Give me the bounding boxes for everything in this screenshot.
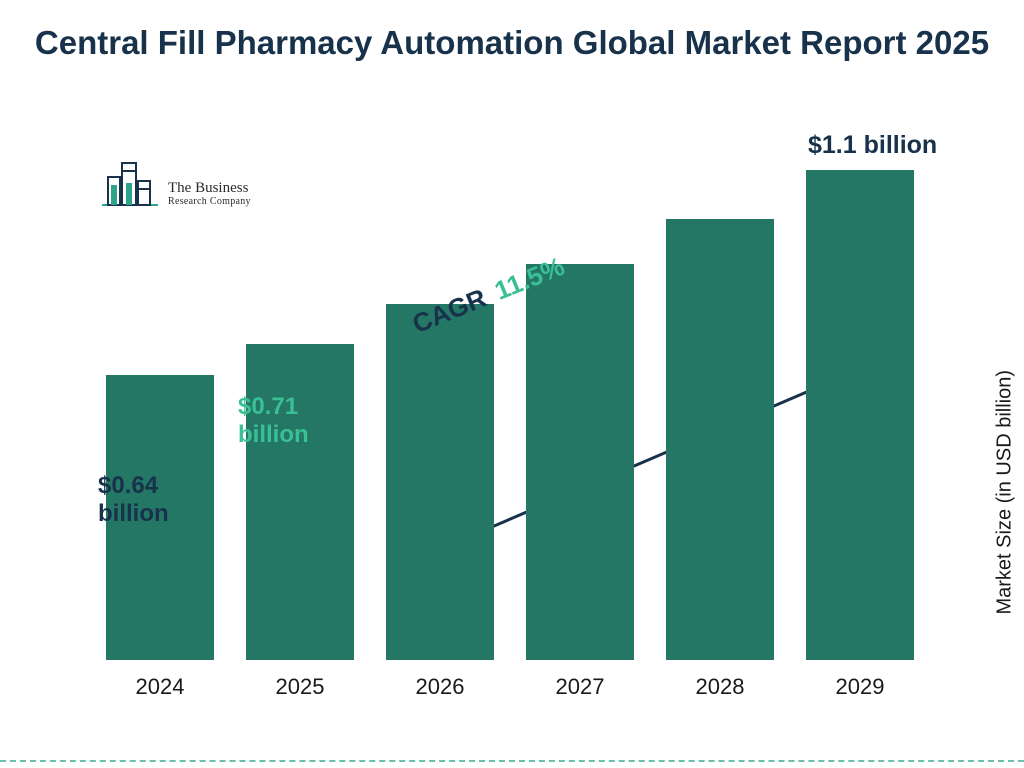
bar <box>806 170 914 660</box>
bar <box>526 264 634 660</box>
value-label: $0.64billion <box>98 472 169 527</box>
x-tick-label: 2025 <box>236 674 364 700</box>
x-tick-label: 2026 <box>376 674 504 700</box>
footer-dashed-line <box>0 760 1024 762</box>
value-label: $0.71billion <box>238 393 309 448</box>
x-tick-label: 2024 <box>96 674 224 700</box>
bar-slot <box>516 170 644 660</box>
bar <box>246 344 354 660</box>
chart-canvas: Central Fill Pharmacy Automation Global … <box>0 0 1024 768</box>
x-tick-label: 2027 <box>516 674 644 700</box>
bar-slot <box>376 170 504 660</box>
bar-slot <box>656 170 784 660</box>
bar-slot <box>96 170 224 660</box>
chart-area: 2024 2025 2026 2027 2028 2029 <box>90 170 930 700</box>
bar <box>666 219 774 660</box>
value-label: $1.1 billion <box>808 131 937 160</box>
y-axis-label: Market Size (in USD billion) <box>994 370 1017 615</box>
bar-group <box>90 170 930 660</box>
x-tick-label: 2028 <box>656 674 784 700</box>
bar-slot <box>796 170 924 660</box>
bar <box>386 304 494 660</box>
x-axis-labels: 2024 2025 2026 2027 2028 2029 <box>90 674 930 700</box>
chart-title: Central Fill Pharmacy Automation Global … <box>0 24 1024 62</box>
x-tick-label: 2029 <box>796 674 924 700</box>
